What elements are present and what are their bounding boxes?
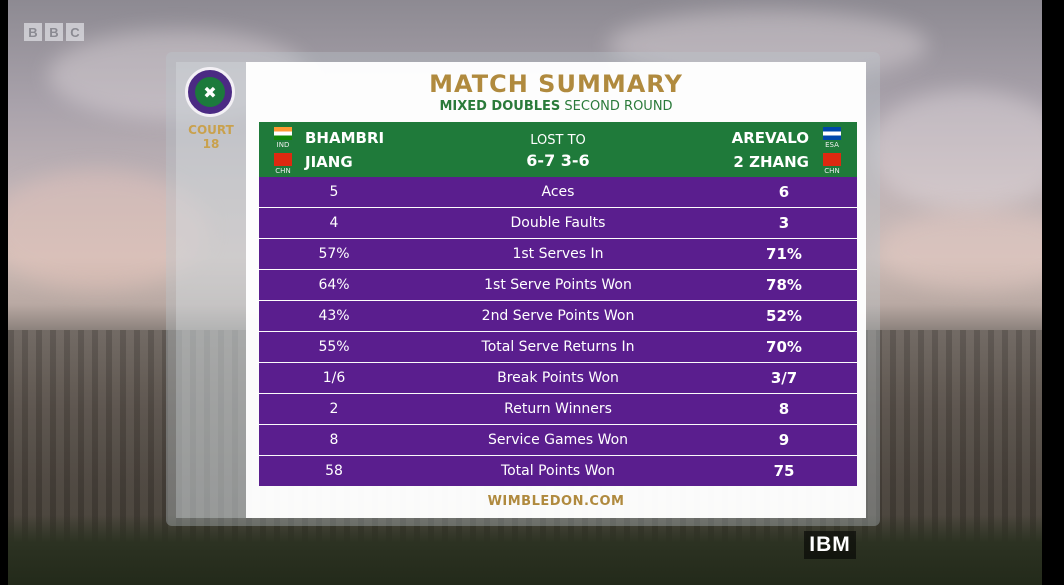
stat-row-return-winners: 2 Return Winners 8 bbox=[259, 394, 857, 424]
left-stat-value: 1/6 bbox=[322, 370, 346, 386]
right-stat-value: 52% bbox=[766, 307, 802, 325]
stat-row-total-serve-returns-in: 55% Total Serve Returns In 70% bbox=[259, 332, 857, 362]
china-flag-icon bbox=[823, 153, 841, 166]
teams-header: IND CHN BHAMBRI JIANG LOST TO 6-7 3-6 AR… bbox=[259, 122, 857, 177]
left-stat-value: 8 bbox=[329, 432, 339, 448]
country-code: CHN bbox=[275, 167, 291, 175]
bbc-letter: B bbox=[24, 23, 42, 41]
tree-line bbox=[8, 515, 1042, 585]
left-stat-value: 4 bbox=[329, 215, 339, 231]
stat-label: Total Points Won bbox=[500, 463, 616, 479]
match-round-subtitle: MIXED DOUBLES SECOND ROUND bbox=[246, 99, 866, 114]
court-text: COURT bbox=[188, 123, 234, 137]
right-stat-value: 78% bbox=[766, 276, 802, 294]
stat-row-first-serve-points-won: 64% 1st Serve Points Won 78% bbox=[259, 270, 857, 300]
round-name: SECOND ROUND bbox=[560, 99, 673, 114]
stat-row-first-serves-in: 57% 1st Serves In 71% bbox=[259, 239, 857, 269]
player-name: AREVALO bbox=[731, 129, 809, 147]
right-stat-value: 70% bbox=[766, 338, 802, 356]
stat-label: 1st Serves In bbox=[512, 246, 604, 262]
bbc-logo: B B C bbox=[24, 23, 84, 41]
court-number: 18 bbox=[202, 137, 220, 151]
left-stat-value: 2 bbox=[329, 401, 339, 417]
left-stat-value: 64% bbox=[318, 277, 350, 293]
left-stat-value: 43% bbox=[318, 308, 350, 324]
player-name: 2 ZHANG bbox=[733, 153, 809, 171]
right-stat-value: 9 bbox=[778, 431, 790, 449]
right-stat-value: 75 bbox=[773, 462, 795, 480]
website-url: WIMBLEDON.COM bbox=[487, 494, 625, 509]
stat-row-aces: 5 Aces 6 bbox=[259, 177, 857, 207]
match-score: 6-7 3-6 bbox=[526, 151, 590, 170]
wimbledon-logo-icon: ✖ bbox=[185, 67, 235, 117]
stat-label: Aces bbox=[541, 184, 575, 200]
right-stat-value: 8 bbox=[778, 400, 790, 418]
stat-label: Service Games Won bbox=[487, 432, 629, 448]
stat-row-service-games-won: 8 Service Games Won 9 bbox=[259, 425, 857, 455]
country-code: CHN bbox=[824, 167, 840, 175]
stat-label: Break Points Won bbox=[497, 370, 619, 386]
stat-label: Return Winners bbox=[504, 401, 612, 417]
china-flag-icon bbox=[274, 153, 292, 166]
stat-row-break-points-won: 1/6 Break Points Won 3/7 bbox=[259, 363, 857, 393]
bbc-letter: C bbox=[66, 23, 84, 41]
right-stat-value: 6 bbox=[778, 183, 790, 201]
summary-side-strip bbox=[176, 62, 246, 518]
court-label: COURT 18 bbox=[180, 123, 242, 151]
right-stat-value: 3/7 bbox=[770, 369, 798, 387]
player-name: JIANG bbox=[305, 153, 353, 171]
stat-label: Total Serve Returns In bbox=[481, 339, 635, 355]
left-stat-value: 55% bbox=[318, 339, 350, 355]
stat-row-double-faults: 4 Double Faults 3 bbox=[259, 208, 857, 238]
india-flag-icon bbox=[274, 127, 292, 140]
right-stat-value: 3 bbox=[778, 214, 790, 232]
stat-label: 1st Serve Points Won bbox=[484, 277, 632, 293]
result-label: LOST TO bbox=[530, 133, 586, 148]
stat-label: Double Faults bbox=[510, 215, 606, 231]
left-stat-value: 58 bbox=[325, 463, 343, 479]
page-title: MATCH SUMMARY bbox=[429, 70, 683, 98]
ibm-logo: IBM bbox=[804, 531, 856, 559]
player-name: BHAMBRI bbox=[305, 129, 385, 147]
event-name: MIXED DOUBLES bbox=[439, 99, 561, 114]
stat-label: 2nd Serve Points Won bbox=[481, 308, 635, 324]
right-stat-value: 71% bbox=[766, 245, 802, 263]
el-salvador-flag-icon bbox=[823, 127, 841, 140]
stat-row-second-serve-points-won: 43% 2nd Serve Points Won 52% bbox=[259, 301, 857, 331]
left-stat-value: 57% bbox=[318, 246, 350, 262]
country-code: ESA bbox=[825, 141, 839, 149]
country-code: IND bbox=[276, 141, 290, 149]
stats-table: 5 Aces 6 4 Double Faults 3 57% 1st Serve… bbox=[259, 177, 857, 487]
left-stat-value: 5 bbox=[329, 184, 339, 200]
bbc-letter: B bbox=[45, 23, 63, 41]
stat-row-total-points-won: 58 Total Points Won 75 bbox=[259, 456, 857, 486]
